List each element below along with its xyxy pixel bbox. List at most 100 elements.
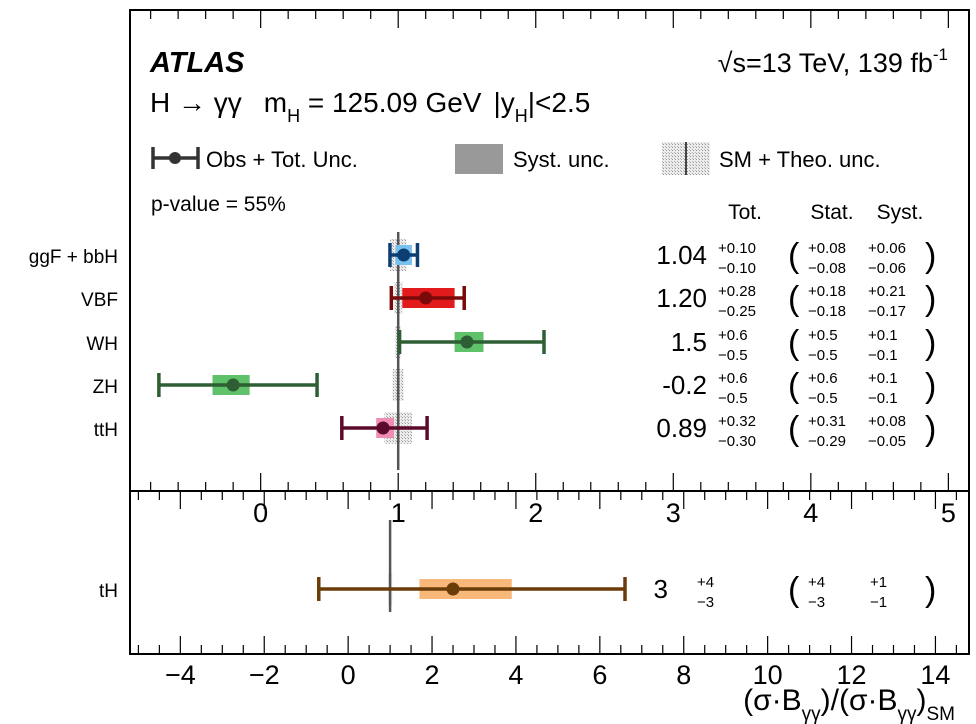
stat-unc-up: +0.5 [808,327,838,344]
paren-close: ) [925,571,936,609]
legend-sm-label: SM + Theo. unc. [719,147,881,172]
mu-value: 0.89 [656,413,707,443]
lower-x-tick-label: −2 [249,660,280,690]
measurement-rows: ggF + bbH 1.04 +0.10−0.10(+0.08−0.08+0.06−… [29,232,937,612]
paren-open: ( [788,237,800,275]
row-vbf: VBF 1.20 +0.28 −0.25 ( +0.18 −0.18 +0.21 −0.17) [81,280,936,320]
central-value-marker [446,582,460,596]
legend-obs-marker [151,147,200,169]
category-label: ZH [93,377,118,398]
mu-value: 1.5 [671,327,707,357]
row-ggf-bbh: ggF + bbH 1.04 +0.10 −0.10 ( +0.08 −0.08 +0.06 −… [29,237,937,277]
column-header-syst: Syst. [877,201,924,224]
legend-sm-swatch [662,142,710,175]
tot-unc-up: +0.28 [718,283,756,300]
syst-unc-up: +0.1 [868,370,898,387]
syst-unc-down: −0.06 [868,260,906,277]
paren-close: ) [925,367,936,405]
lower-x-tick-label: 4 [508,660,523,690]
energy-lumi-label: √s=13 TeV, 139 fb-1 [718,45,948,78]
lower-x-tick-label: 8 [676,660,691,690]
tot-unc-up: +0.6 [718,327,748,344]
tot-unc-down: −0.10 [718,260,756,277]
column-header-stat: Stat. [810,201,853,224]
syst-unc-up: +0.1 [868,327,898,344]
syst-unc-up: +0.08 [868,413,906,430]
experiment-label: ATLAS [149,47,245,79]
tot-unc-up: +0.6 [718,370,748,387]
syst-unc-down: −0.05 [868,433,906,450]
stat-unc-down: −0.29 [808,433,846,450]
central-value-marker [460,335,474,349]
stat-unc-down: −0.18 [808,303,846,320]
syst-unc-down: −0.1 [868,390,898,407]
paren-close: ) [925,280,936,318]
stat-unc-down: −0.5 [808,347,838,364]
tot-unc-up: +0.32 [718,413,756,430]
paren-close: ) [925,324,936,362]
x-axis-title: (σ·Bγγ)/(σ·Bγγ)SM [743,684,955,724]
tot-unc-down: −0.30 [718,433,756,450]
upper-x-tick-label: 2 [528,498,543,528]
category-label: WH [86,334,118,355]
upper-x-tick-label: 5 [941,498,956,528]
upper-x-tick-label: 1 [391,498,406,528]
lower-x-tick-label: 2 [425,660,440,690]
central-value-marker [226,378,240,392]
mu-value: 1.04 [656,240,707,270]
legend: Obs + Tot. Unc. Syst. unc. SM + Theo. un… [151,142,881,175]
category-label: ggF + bbH [29,247,118,268]
lower-x-tick-label: 6 [592,660,607,690]
row-zh: ZH -0.2 +0.6 −0.5 ( +0.6 −0.5 +0.1 −0.1) [93,367,937,407]
legend-syst-label: Syst. unc. [513,147,610,172]
row-wh: WH 1.5 +0.6 −0.5 (+0.5 −0.5 +0.1 −0.1) [86,324,936,364]
mu-value: 1.20 [656,283,707,313]
column-header-tot: Tot. [728,201,762,224]
tot-unc-down: −0.5 [718,347,748,364]
central-value-marker [397,248,411,262]
upper-x-tick-label: 0 [253,498,268,528]
channel-label: H → γγ mH = 125.09 GeV |yH|<2.5 [150,87,590,126]
syst-unc-up: +0.06 [868,240,906,257]
lower-x-tick-label: 14 [920,660,950,690]
syst-unc-down: −0.1 [868,347,898,364]
stat-unc-down: −0.08 [808,260,846,277]
paren-close: ) [925,237,936,275]
upper-x-tick-label: 3 [666,498,681,528]
paren-open: ( [788,280,800,318]
row-th: tH 3 +4 −3 (+4 −3 +1 −1) [99,571,936,611]
upper-x-tick-labels: 0 1 2 3 4 5 [253,498,956,528]
central-value-marker [376,421,390,435]
lower-x-tick-labels: −4 −2 0 2 4 6 8 10 12 14 [165,660,951,690]
p-value-label: p-value = 55% [151,193,286,216]
syst-unc-down: −0.17 [868,303,906,320]
mu-value: -0.2 [662,370,707,400]
stat-unc-up: +0.6 [808,370,838,387]
paren-open: ( [788,367,800,405]
syst-unc-down: −1 [870,594,887,611]
category-label: tH [99,581,118,602]
paren-open: ( [788,410,800,448]
syst-unc-up: +0.21 [868,283,906,300]
category-label: VBF [81,290,118,311]
stat-unc-down: −0.5 [808,390,838,407]
tot-unc-down: −0.25 [718,303,756,320]
tot-unc-down: −0.5 [718,390,748,407]
stat-unc-up: +0.08 [808,240,846,257]
syst-unc-up: +1 [870,574,887,591]
paren-close: ) [925,410,936,448]
central-value-marker [419,291,433,305]
lower-x-tick-label: 10 [753,660,783,690]
lower-x-tick-label: 12 [837,660,867,690]
lower-x-tick-label: −4 [165,660,196,690]
plot-frame [129,9,970,655]
lower-x-tick-label: 0 [341,660,356,690]
row-tth: ttH 0.89 +0.32 −0.30 (+0.31 −0.29 +0.08 −0.05) [94,410,937,450]
stat-unc-up: +0.18 [808,283,846,300]
legend-syst-swatch [455,144,503,174]
stat-unc-down: −3 [808,594,825,611]
mu-value: 3 [654,574,668,604]
tot-unc-up: +0.10 [718,240,756,257]
stat-unc-up: +0.31 [808,413,846,430]
